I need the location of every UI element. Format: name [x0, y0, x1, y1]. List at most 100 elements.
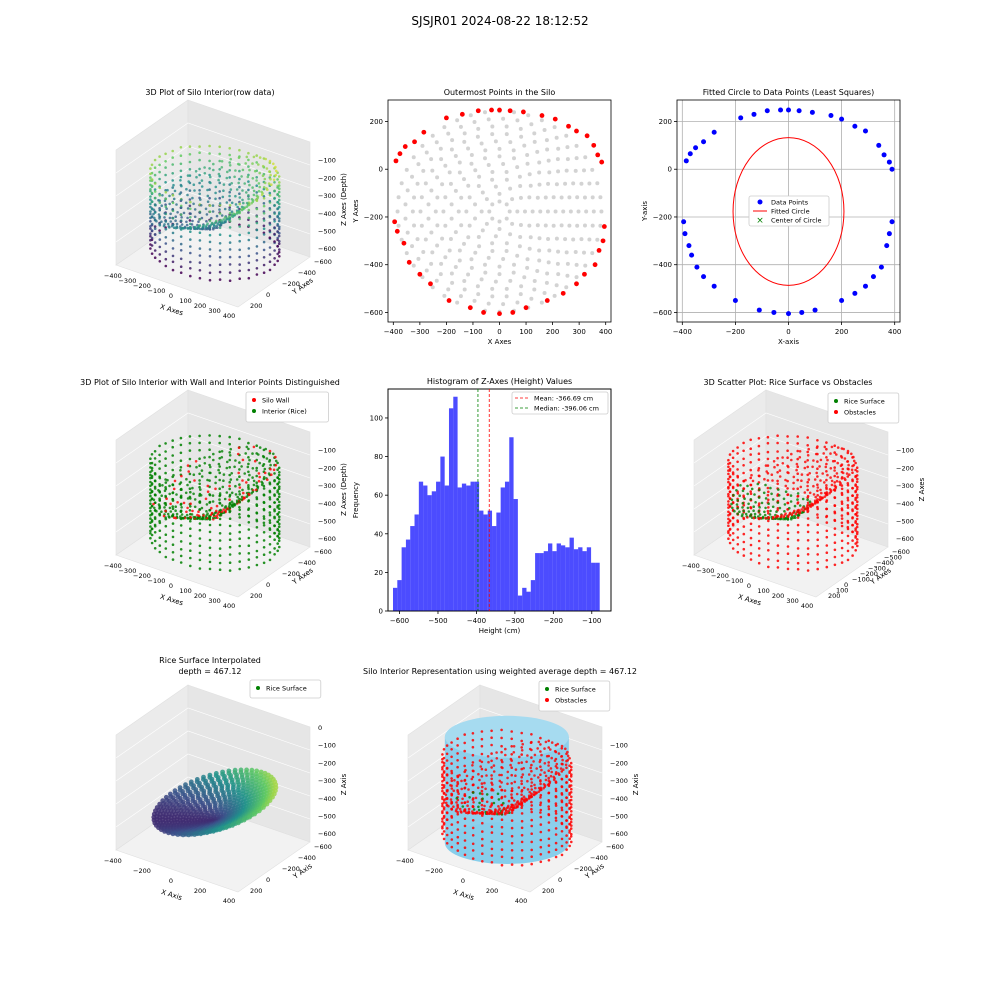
scatter-point [450, 769, 453, 773]
scatter-point [728, 467, 732, 471]
gray-point [426, 216, 431, 221]
gray-point [555, 157, 560, 162]
scatter-point [786, 561, 790, 564]
scatter-point [833, 511, 837, 515]
scatter-point [568, 807, 571, 811]
scatter-point [160, 510, 163, 513]
pane-gridline [115, 776, 311, 828]
pane-gridline [115, 435, 311, 487]
scatter-point [234, 203, 238, 206]
scatter-point [839, 464, 843, 468]
scatter-point [727, 480, 730, 484]
surface-point [252, 811, 257, 817]
scatter-point [502, 801, 505, 805]
scatter-point [193, 189, 196, 192]
scatter-point [240, 175, 243, 178]
scatter-point [833, 527, 837, 530]
scatter-point [554, 848, 558, 851]
scatter-point [202, 514, 205, 517]
scatter-point [480, 789, 484, 793]
scatter-point [153, 225, 157, 228]
scatter-point [218, 457, 221, 460]
scatter-point [153, 256, 157, 260]
scatter-point [765, 470, 768, 473]
scatter-point [238, 523, 241, 527]
scatter-point [222, 508, 225, 511]
scatter-point [153, 196, 157, 200]
scatter-point [825, 529, 829, 533]
surface-point [162, 829, 168, 834]
scatter-point [830, 479, 834, 483]
scatter-point [846, 519, 850, 523]
gray-point [532, 279, 537, 284]
scatter-point [241, 198, 244, 202]
scatter-point [441, 780, 444, 783]
histogram-bar [560, 545, 566, 611]
scatter-point [188, 435, 192, 438]
gray-point [469, 161, 474, 166]
z-tick-label: −100 [318, 447, 336, 455]
scatter-point [460, 811, 463, 814]
scatter-point [490, 812, 494, 816]
scatter-point [851, 545, 854, 549]
x-tick-label: 300 [786, 597, 798, 605]
scatter-point [206, 222, 209, 225]
scatter-point [150, 163, 154, 167]
scatter-point [776, 536, 780, 540]
scatter-point [539, 782, 542, 786]
scatter-point [836, 475, 839, 479]
histogram-bar [548, 543, 553, 611]
scatter-point [498, 807, 501, 810]
scatter-point [248, 473, 251, 477]
gray-point [423, 181, 428, 186]
outermost-point [523, 305, 529, 311]
scatter-point [247, 521, 251, 524]
y-tick-label: 0 [266, 876, 270, 884]
scatter-point [247, 165, 250, 168]
scatter-point [856, 522, 859, 526]
gray-point [564, 250, 569, 255]
gray-point [574, 143, 579, 148]
surface-point [201, 774, 206, 780]
histogram-bar [453, 396, 458, 611]
scatter-point [558, 773, 561, 776]
scatter-point [482, 808, 486, 811]
scatter-point [806, 501, 810, 505]
scatter-point [149, 220, 152, 223]
legend: Rice Surface [249, 679, 322, 699]
scatter-point [225, 491, 229, 494]
scatter-point [216, 512, 220, 516]
gray-point [396, 195, 401, 200]
scatter-point [158, 163, 161, 167]
scatter-point [741, 489, 745, 493]
scatter-point [208, 546, 212, 550]
scatter-point [568, 764, 571, 767]
scatter-point [153, 450, 157, 453]
scatter-point [158, 536, 162, 539]
y-tick-label: 0 [266, 581, 270, 589]
scatter-point [255, 469, 258, 472]
scatter-point [840, 539, 844, 543]
y-tick-label: 200 [828, 592, 840, 600]
scatter-point [450, 838, 454, 841]
scatter-point [728, 475, 732, 479]
scatter-point [158, 260, 162, 263]
scatter-point [268, 268, 272, 272]
scatter-point [848, 473, 851, 477]
scatter-point [441, 789, 444, 793]
data-point [839, 116, 845, 122]
data-point [799, 309, 805, 315]
scatter-point [727, 537, 730, 540]
scatter-point [218, 202, 222, 205]
scatter-point [203, 456, 206, 459]
panel-outermost-points: −400 −300 −200 −100 0 100 200 300 400−600−400−20… [352, 88, 612, 346]
scatter-point [176, 501, 179, 504]
scatter-point [149, 210, 152, 213]
scatter-point [157, 503, 161, 506]
scatter-point [208, 493, 212, 497]
scatter-point [208, 219, 212, 223]
gray-point [518, 126, 523, 131]
scatter-point [856, 538, 859, 541]
scatter-point [218, 539, 222, 542]
scatter-point [158, 460, 161, 463]
